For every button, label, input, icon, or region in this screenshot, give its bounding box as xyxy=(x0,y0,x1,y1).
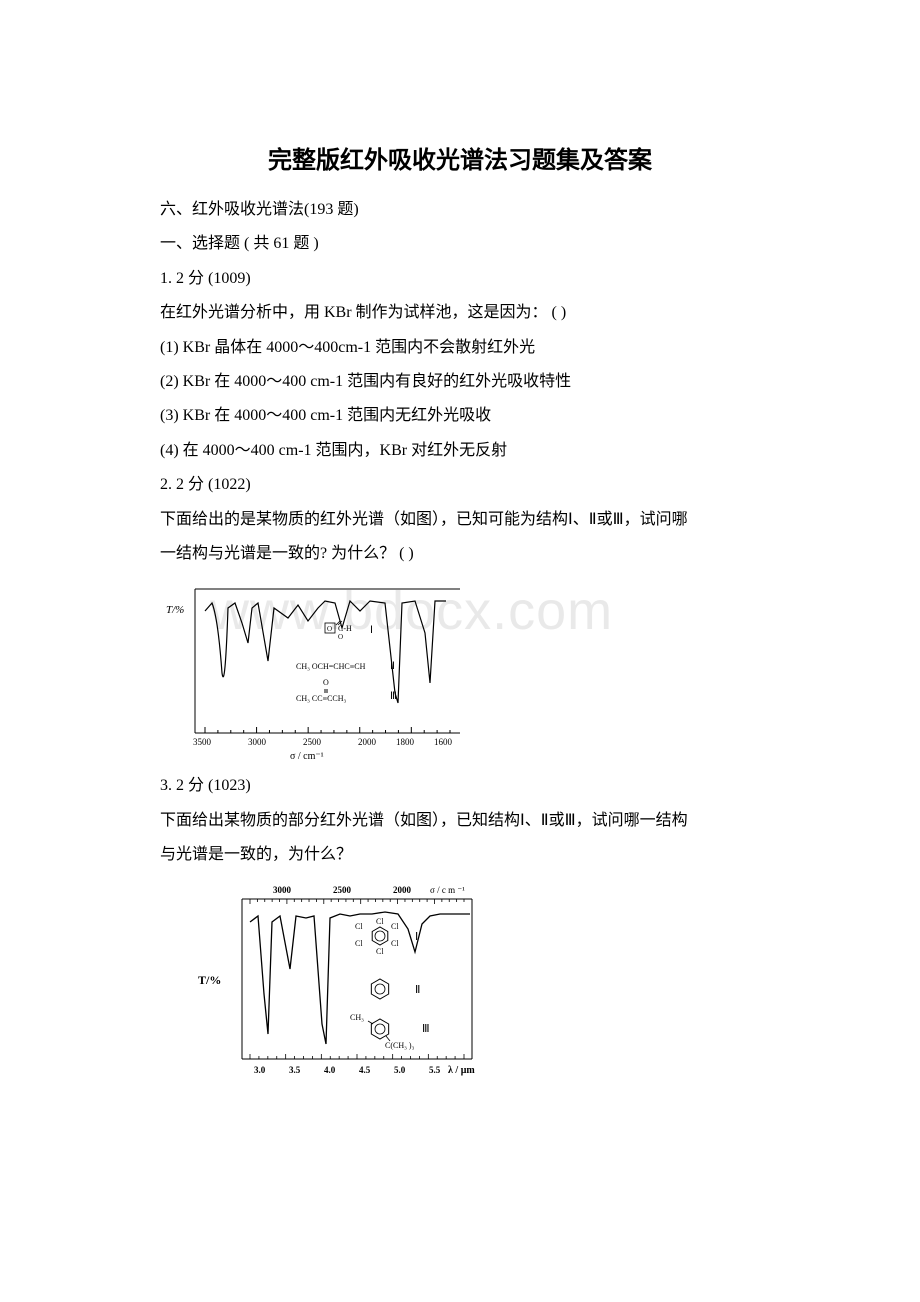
svg-text:Cl: Cl xyxy=(355,922,363,931)
svg-text:1800: 1800 xyxy=(396,737,415,747)
svg-text:O: O xyxy=(323,678,329,687)
svg-text:C-H: C-H xyxy=(338,624,352,633)
svg-text:2000: 2000 xyxy=(358,737,377,747)
subsection-header: 一、选择题 ( 共 61 题 ) xyxy=(160,229,760,259)
svg-text:2500: 2500 xyxy=(333,885,352,895)
section-header: 六、红外吸收光谱法(193 题) xyxy=(160,195,760,225)
q3-stem-line2: 与光谱是一致的，为什么？ xyxy=(160,840,760,870)
svg-text:λ / μm: λ / μm xyxy=(448,1065,475,1076)
svg-text:T/%: T/% xyxy=(166,604,184,616)
svg-text:Ⅱ: Ⅱ xyxy=(415,984,420,996)
svg-text:Ⅲ: Ⅲ xyxy=(390,691,397,702)
q2-spectrum-chart: T/%350030002500200018001600σ / cm⁻¹OC-HO… xyxy=(160,573,760,763)
svg-text:O: O xyxy=(338,633,343,641)
svg-text:4.5: 4.5 xyxy=(359,1065,371,1075)
svg-text:Ⅱ: Ⅱ xyxy=(390,661,395,672)
q3-spectrum-chart: T/% 3000 2500 2000 σ / c m ⁻¹ 3.0 3.5 4.0 4.5 5.0… xyxy=(180,874,760,1084)
svg-text:Ⅰ: Ⅰ xyxy=(370,625,373,636)
svg-text:3000: 3000 xyxy=(248,737,267,747)
page-title: 完整版红外吸收光谱法习题集及答案 xyxy=(160,140,760,175)
svg-text:Ⅰ: Ⅰ xyxy=(415,931,418,943)
svg-text:σ / c m ⁻¹: σ / c m ⁻¹ xyxy=(430,885,465,895)
svg-text:CH₃: CH₃ xyxy=(350,1013,364,1022)
q3-number: 3. 2 分 (1023) xyxy=(160,771,760,801)
svg-text:3.5: 3.5 xyxy=(289,1065,301,1075)
svg-text:3.0: 3.0 xyxy=(254,1065,266,1075)
svg-text:σ / cm⁻¹: σ / cm⁻¹ xyxy=(290,751,324,762)
q2-number: 2. 2 分 (1022) xyxy=(160,470,760,500)
svg-text:5.0: 5.0 xyxy=(394,1065,406,1075)
svg-text:Ⅲ: Ⅲ xyxy=(422,1023,430,1035)
svg-text:O: O xyxy=(327,625,332,633)
svg-text:2500: 2500 xyxy=(303,737,322,747)
svg-text:3000: 3000 xyxy=(273,885,292,895)
svg-text:Cl: Cl xyxy=(355,939,363,948)
q3-stem-line1: 下面给出某物质的部分红外光谱（如图），已知结构Ⅰ、Ⅱ或Ⅲ，试问哪一结构 xyxy=(160,806,760,836)
document-content: 完整版红外吸收光谱法习题集及答案 六、红外吸收光谱法(193 题) 一、选择题 … xyxy=(160,140,760,1084)
q1-opt1: (1) KBr 晶体在 4000～400cm-1 范围内不会散射红外光 xyxy=(160,333,760,363)
svg-text:C(CH₃ )₃: C(CH₃ )₃ xyxy=(385,1041,415,1050)
svg-text:CH₃ CC≡CCH₃: CH₃ CC≡CCH₃ xyxy=(296,694,347,703)
svg-text:1600: 1600 xyxy=(434,737,453,747)
svg-text:Cl: Cl xyxy=(376,947,384,956)
svg-text:3500: 3500 xyxy=(193,737,212,747)
q2-stem-line2: 一结构与光谱是一致的? 为什么？ ( ) xyxy=(160,539,760,569)
q1-opt2: (2) KBr 在 4000～400 cm-1 范围内有良好的红外光吸收特性 xyxy=(160,367,760,397)
q1-opt4: (4) 在 4000～400 cm-1 范围内，KBr 对红外无反射 xyxy=(160,436,760,466)
q1-opt3: (3) KBr 在 4000～400 cm-1 范围内无红外光吸收 xyxy=(160,401,760,431)
q2-stem-line1: 下面给出的是某物质的红外光谱（如图），已知可能为结构Ⅰ、Ⅱ或Ⅲ，试问哪 xyxy=(160,505,760,535)
q1-stem: 在红外光谱分析中，用 KBr 制作为试样池，这是因为： ( ) xyxy=(160,298,760,328)
svg-text:T/%: T/% xyxy=(198,973,221,987)
svg-text:Cl: Cl xyxy=(391,922,399,931)
svg-text:CH₃ OCH=CHC≡CH: CH₃ OCH=CHC≡CH xyxy=(296,662,366,671)
svg-text:2000: 2000 xyxy=(393,885,412,895)
svg-text:Cl: Cl xyxy=(391,939,399,948)
svg-text:5.5: 5.5 xyxy=(429,1065,441,1075)
svg-text:4.0: 4.0 xyxy=(324,1065,336,1075)
q1-number: 1. 2 分 (1009) xyxy=(160,264,760,294)
svg-text:Cl: Cl xyxy=(376,917,384,926)
